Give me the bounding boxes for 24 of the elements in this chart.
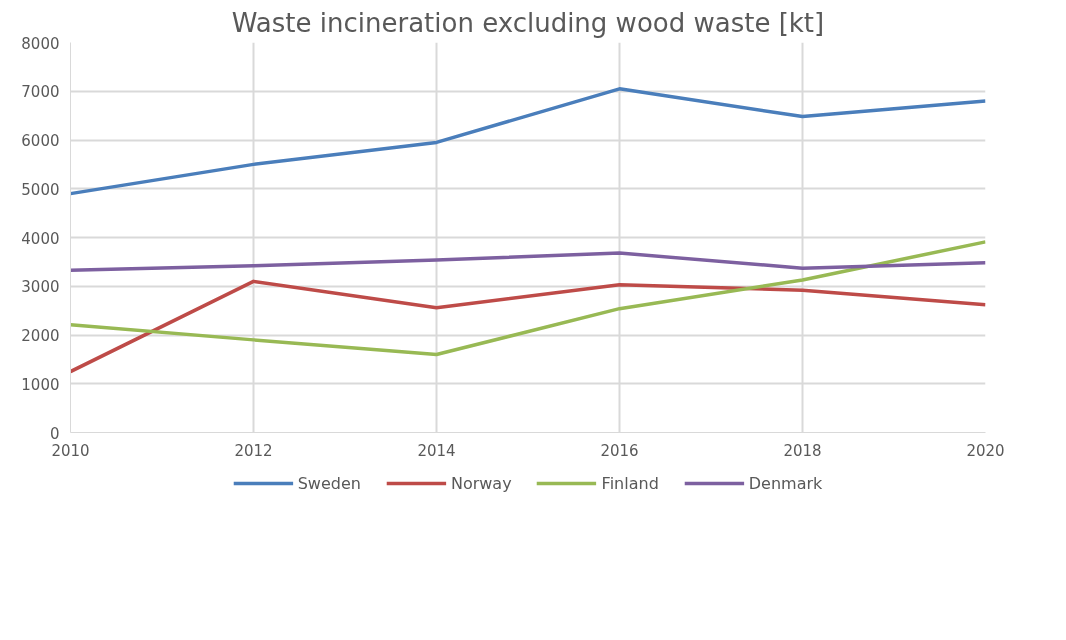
line-series: [70, 251, 986, 272]
line-series: [70, 240, 986, 357]
y-tick-label: 2000: [21, 327, 60, 345]
x-tick-label: 2016: [600, 441, 639, 460]
line-series: [70, 87, 986, 196]
y-tick-label: 6000: [21, 132, 60, 150]
chart-title: Waste incineration excluding wood waste [kt]: [231, 7, 825, 38]
x-tick-label: 2010: [51, 441, 90, 460]
y-tick-label: 7000: [21, 83, 60, 102]
line-series: [70, 279, 986, 374]
legend-label: Sweden: [297, 473, 361, 493]
x-tick-label: 2020: [966, 441, 1005, 460]
y-tick-label: 4000: [21, 229, 60, 248]
x-tick-label: 2014: [417, 441, 456, 460]
legend-label: Finland: [601, 473, 659, 493]
x-tick-label: 2012: [234, 441, 273, 460]
y-tick-label: 5000: [21, 180, 60, 199]
x-tick-label: 2018: [783, 441, 822, 460]
y-tick-label: 8000: [21, 34, 60, 53]
legend-label: Denmark: [748, 473, 823, 493]
legend-label: Norway: [450, 473, 512, 493]
y-tick-label: 0: [49, 424, 60, 443]
y-tick-label: 1000: [21, 375, 60, 394]
y-tick-label: 3000: [21, 278, 60, 297]
